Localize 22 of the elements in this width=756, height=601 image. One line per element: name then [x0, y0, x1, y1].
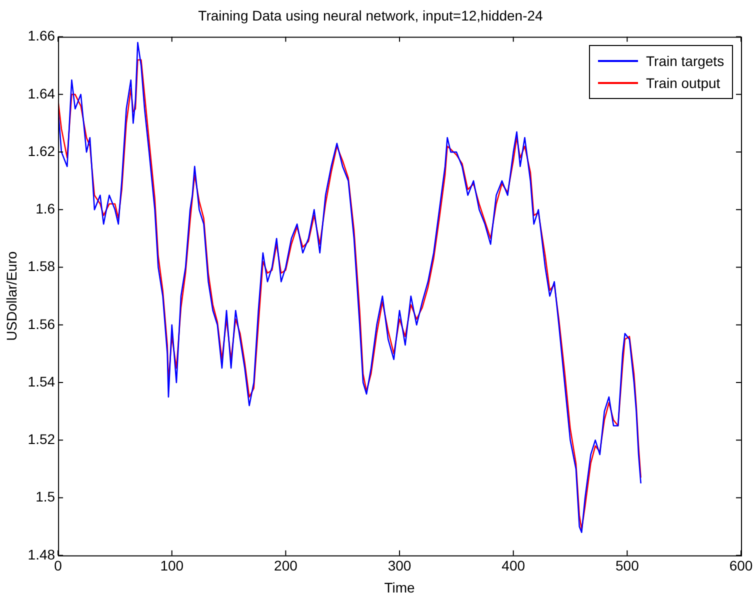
y-tick-label: 1.58 — [28, 258, 56, 274]
x-axis-title: Time — [384, 579, 416, 596]
y-tick-label: 1.48 — [28, 546, 56, 562]
y-tick-label: 1.56 — [28, 316, 56, 332]
x-tick-label: 500 — [615, 558, 640, 574]
x-tick-label: 400 — [502, 558, 526, 574]
legend-label: Train targets — [646, 52, 724, 69]
y-tick-label: 1.62 — [28, 142, 56, 159]
y-tick-label: 1.52 — [28, 431, 56, 448]
legend-label: Train output — [646, 74, 720, 91]
y-tick-label: 1.54 — [28, 373, 56, 390]
x-tick-label: 200 — [274, 558, 298, 574]
y-tick-label: 1.66 — [28, 28, 56, 44]
y-tick-label: 1.5 — [36, 488, 56, 505]
y-tick-label: 1.6 — [36, 200, 56, 217]
x-tick-label: 100 — [160, 558, 184, 574]
x-tick-label: 300 — [388, 558, 412, 574]
x-tick-label: 600 — [729, 558, 753, 574]
x-tick-label: 0 — [54, 558, 62, 574]
y-tick-label: 1.64 — [28, 85, 56, 102]
y-axis-title: USDollar/Euro — [3, 251, 20, 341]
chart-title: Training Data using neural network, input=12,hidden-24 — [198, 7, 544, 24]
